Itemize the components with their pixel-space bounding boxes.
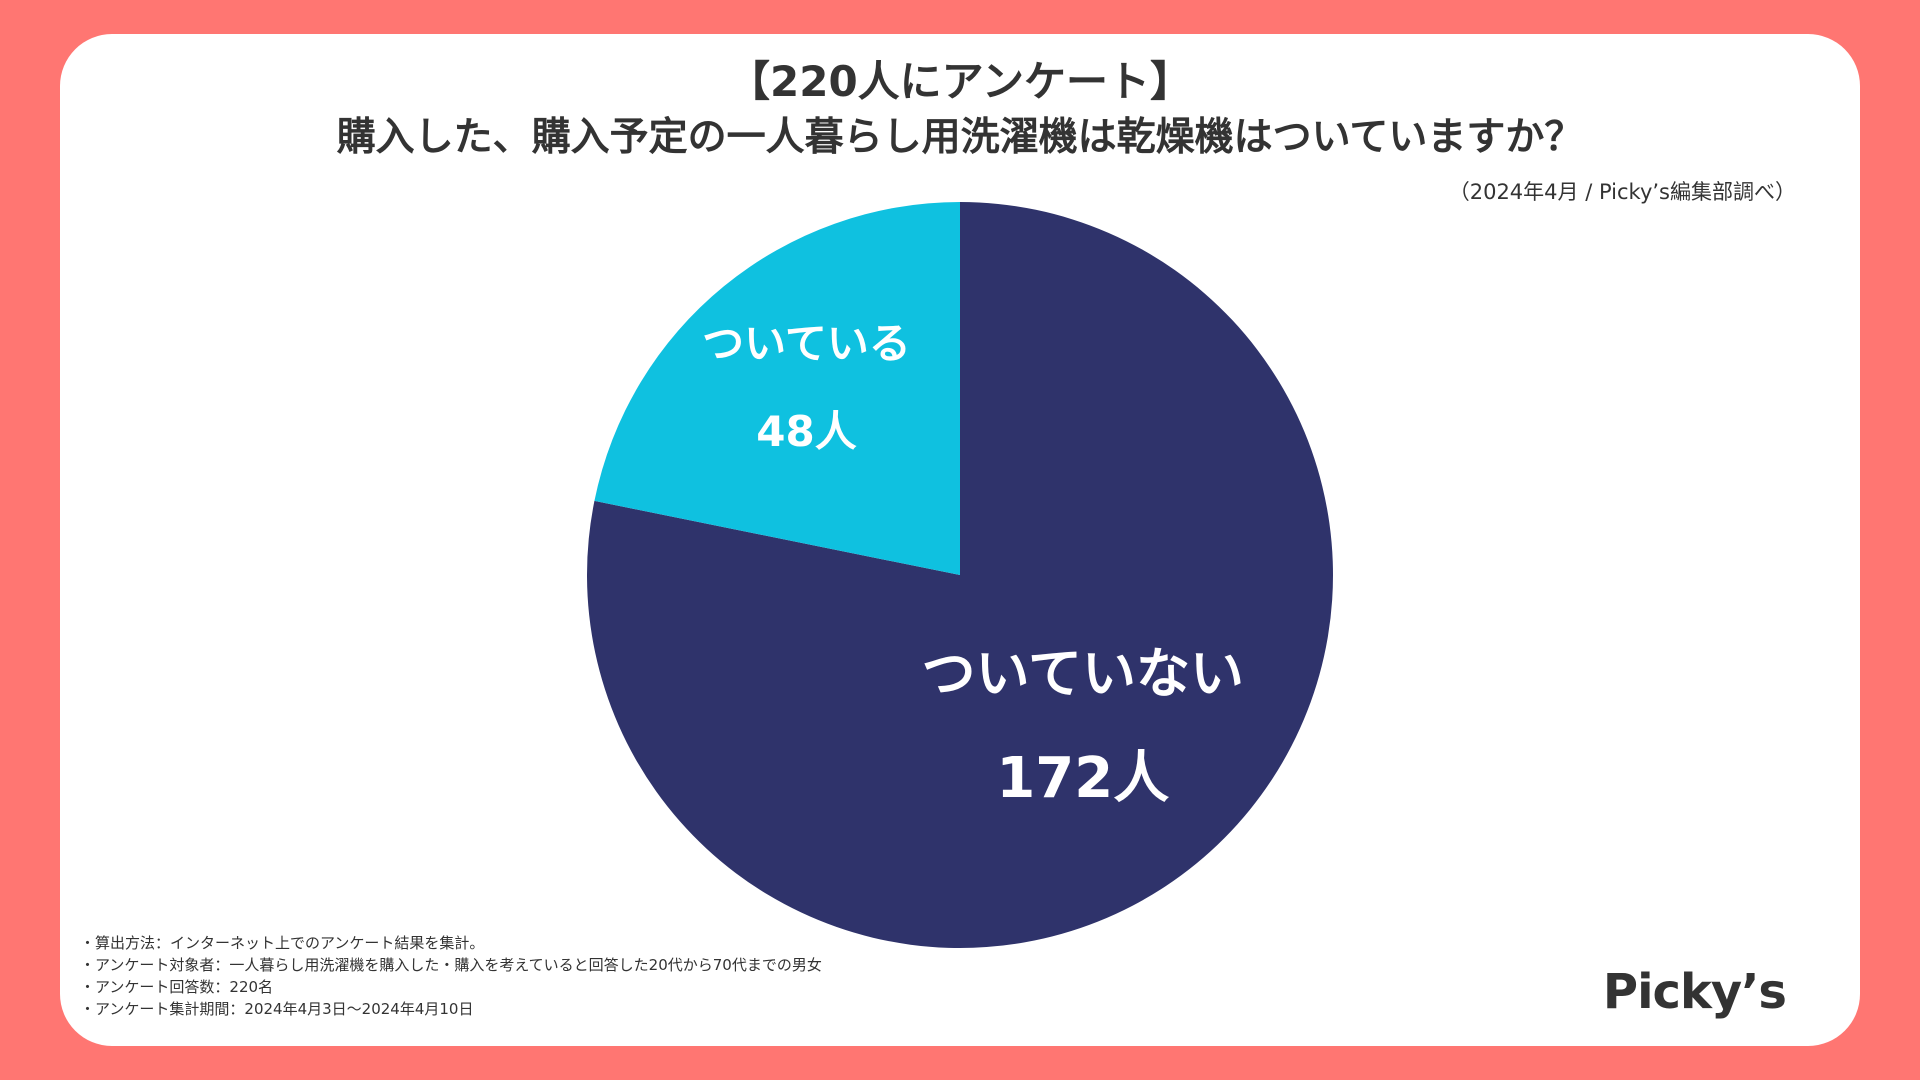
note-target: ・アンケート対象者：一人暮らし用洗濯機を購入した・購入を考えていると回答した20… <box>80 956 822 974</box>
chart-card: 【220人にアンケート】 購入した、購入予定の一人暮らし用洗濯機は乾燥機はついて… <box>60 34 1860 1046</box>
slice-label-1: ついている <box>702 319 911 368</box>
slice-value-1: 48人 <box>756 407 856 456</box>
note-period: ・アンケート集計期間：2024年4月3日〜2024年4月10日 <box>80 1000 474 1018</box>
pie-svg: ついていない 172人 ついている 48人 <box>586 202 1334 948</box>
note-count: ・アンケート回答数：220名 <box>80 978 274 996</box>
note-method: ・算出方法：インターネット上でのアンケート結果を集計。 <box>80 934 485 952</box>
pie-slice-1 <box>594 202 960 575</box>
survey-source: （2024年4月 / Picky’s編集部調べ） <box>1448 180 1796 204</box>
chart-title-line2: 購入した、購入予定の一人暮らし用洗濯機は乾燥機はついていますか？ <box>336 115 1584 160</box>
slice-label-0: ついていない <box>922 642 1244 705</box>
survey-notes: ・算出方法：インターネット上でのアンケート結果を集計。 ・アンケート対象者：一人… <box>80 932 822 1020</box>
chart-title-line1: 【220人にアンケート】 <box>728 57 1192 106</box>
pickys-logo: Picky’s <box>1602 964 1787 1020</box>
pie-chart: ついていない 172人 ついている 48人 <box>60 34 1860 1046</box>
slice-value-0: 172人 <box>996 746 1169 811</box>
